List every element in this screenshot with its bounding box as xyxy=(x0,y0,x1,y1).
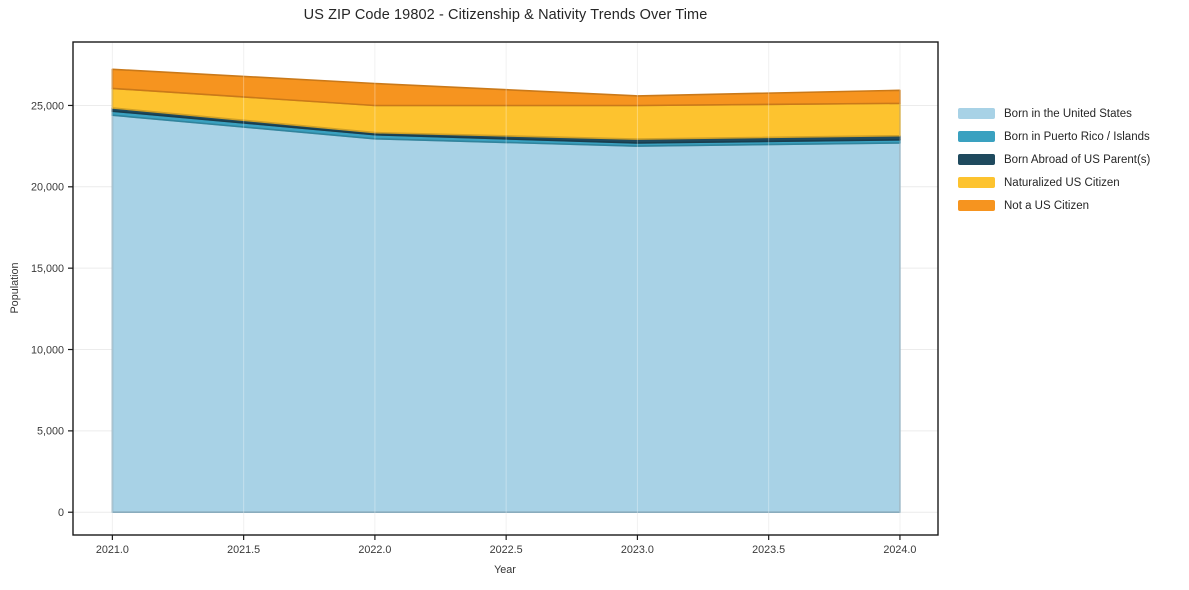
legend-label: Not a US Citizen xyxy=(1004,199,1090,212)
legend-swatch-born-abroad-of-us-parents xyxy=(958,154,995,165)
legend-item-born-abroad-of-us-parents: Born Abroad of US Parent(s) xyxy=(958,148,1150,171)
gridlines-overlay xyxy=(111,42,901,535)
y-tick-label: 0 xyxy=(58,507,64,519)
x-tick-label: 2022.0 xyxy=(358,544,391,556)
plot-border xyxy=(72,41,939,536)
chart-legend: Born in the United States Born in Puerto… xyxy=(958,102,1150,217)
legend-item-not-a-us-citizen: Not a US Citizen xyxy=(958,194,1150,217)
legend-label: Born in the United States xyxy=(1004,107,1132,120)
x-axis-label: Year xyxy=(494,564,516,576)
y-tick-label: 10,000 xyxy=(31,344,64,356)
legend-label: Born Abroad of US Parent(s) xyxy=(1004,153,1151,166)
y-tick-label: 15,000 xyxy=(31,263,64,275)
x-tick-label: 2024.0 xyxy=(883,544,916,556)
x-tick-label: 2022.5 xyxy=(490,544,523,556)
x-axis: 2021.0 2021.5 2022.0 2022.5 2023.0 2023.5 2024… xyxy=(96,535,916,556)
y-axis: 0 5,000 10,000 15,000 20,000 25,000 xyxy=(31,100,73,519)
x-tick-label: 2023.5 xyxy=(752,544,785,556)
legend-swatch-naturalized-us-citizen xyxy=(958,177,995,188)
y-tick-label: 20,000 xyxy=(31,182,64,194)
legend-swatch-born-in-the-united-states xyxy=(958,108,995,119)
x-tick-label: 2021.5 xyxy=(227,544,260,556)
chart-title: US ZIP Code 19802 - Citizenship & Nativi… xyxy=(303,7,708,23)
legend-swatch-born-in-puerto-rico-islands xyxy=(958,131,995,142)
y-tick-label: 25,000 xyxy=(31,100,64,112)
legend-item-born-in-the-united-states: Born in the United States xyxy=(958,102,1150,125)
x-tick-label: 2021.0 xyxy=(96,544,129,556)
legend-swatch-not-a-us-citizen xyxy=(958,200,995,211)
legend-label: Born in Puerto Rico / Islands xyxy=(1004,130,1150,143)
area-not-a-us-citizen xyxy=(111,68,901,107)
x-tick-label: 2023.0 xyxy=(621,544,654,556)
legend-item-born-in-puerto-rico-islands: Born in Puerto Rico / Islands xyxy=(958,125,1150,148)
legend-item-naturalized-us-citizen: Naturalized US Citizen xyxy=(958,171,1150,194)
y-axis-label: Population xyxy=(9,262,21,314)
legend-label: Naturalized US Citizen xyxy=(1004,176,1120,189)
y-tick-label: 5,000 xyxy=(37,426,64,438)
